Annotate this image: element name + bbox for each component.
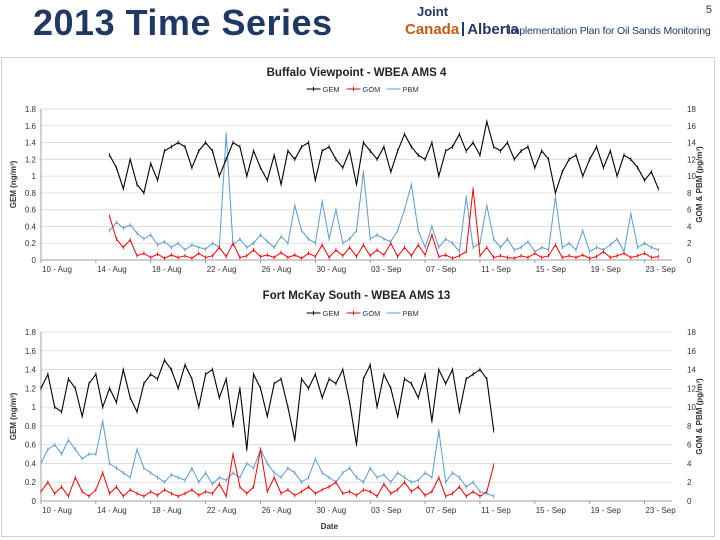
y2-tick-label: 18	[687, 328, 696, 337]
y2-tick-label: 18	[687, 105, 696, 114]
chart-1: Buffalo Viewpoint - WBEA AMS 4 GEM GOM PBM 0…	[9, 67, 704, 274]
x-tick-label: 15 - Sep	[536, 265, 567, 274]
y2-tick-label: 4	[687, 222, 692, 231]
y2-axis-label: GOM & PBM (pg/m³)	[695, 146, 704, 223]
legend-label-gom: GOM	[363, 85, 381, 94]
y2-tick-label: 12	[687, 155, 696, 164]
y2-tick-label: 6	[687, 206, 692, 215]
legend-label-gem: GEM	[323, 85, 340, 94]
x-axis-label: Date	[321, 522, 339, 531]
y2-axis-label: GOM & PBM (pg/m³)	[695, 378, 704, 455]
x-tick-label: 10 - Aug	[42, 506, 72, 515]
y2-tick-label: 10	[687, 172, 696, 181]
x-tick-label: 18 - Aug	[152, 265, 182, 274]
x-tick-label: 14 - Aug	[97, 506, 127, 515]
x-tick-label: 14 - Aug	[97, 265, 127, 274]
logo-alberta-text: Alberta	[467, 21, 519, 38]
y2-tick-label: 0	[687, 497, 692, 506]
x-tick-label: 07 - Sep	[426, 506, 457, 515]
logo-canada-alberta: Canada Alberta	[405, 21, 519, 38]
y-tick-label: 0	[32, 497, 37, 506]
joint-plan-logo: Joint Canada Alberta Implementation Plan …	[405, 4, 711, 44]
y2-tick-label: 12	[687, 384, 696, 393]
legend-label-gom: GOM	[363, 309, 381, 318]
y-tick-label: 0.6	[25, 441, 37, 450]
chart-title: Fort McKay South - WBEA AMS 13	[263, 290, 451, 302]
y-tick-label: 1.4	[25, 139, 37, 148]
legend-label-gem: GEM	[323, 309, 340, 318]
logo-divider	[462, 22, 465, 36]
y-tick-label: 0.6	[25, 206, 37, 215]
y-tick-label: 0.8	[25, 189, 37, 198]
logo-plan-text: Implementation Plan for Oil Sands Monito…	[508, 25, 711, 37]
x-tick-label: 11 - Sep	[481, 506, 511, 515]
y-tick-label: 0.2	[25, 239, 37, 248]
y2-tick-label: 4	[687, 459, 692, 468]
y-tick-label: 0.2	[25, 478, 37, 487]
y-tick-label: 0.4	[25, 222, 37, 231]
x-tick-label: 10 - Aug	[42, 265, 72, 274]
x-tick-label: 22 - Aug	[207, 506, 237, 515]
x-tick-label: 26 - Aug	[262, 506, 292, 515]
y-tick-label: 1.2	[25, 155, 37, 164]
y-axis-label: GEM (ng/m³)	[9, 392, 18, 440]
y2-tick-label: 14	[687, 366, 696, 375]
y-tick-label: 1.6	[25, 347, 37, 356]
series-line-gem	[40, 359, 495, 450]
legend-label-pbm: PBM	[403, 309, 419, 318]
logo-canada-text: Canada	[405, 21, 460, 38]
x-tick-label: 26 - Aug	[262, 265, 292, 274]
chart-legend: GEM GOM PBM	[306, 309, 419, 318]
y2-tick-label: 0	[687, 256, 692, 265]
x-tick-label: 30 - Aug	[316, 265, 346, 274]
x-tick-label: 11 - Sep	[481, 265, 511, 274]
y2-tick-label: 8	[687, 189, 692, 198]
y-tick-label: 1.2	[25, 384, 37, 393]
logo-joint-text: Joint	[417, 4, 449, 19]
series-line-gom	[109, 188, 659, 259]
y-tick-label: 1.8	[25, 105, 37, 114]
y2-tick-label: 2	[687, 478, 692, 487]
chart-legend: GEM GOM PBM	[306, 85, 419, 94]
x-tick-label: 03 - Sep	[371, 265, 402, 274]
y2-tick-label: 8	[687, 422, 692, 431]
x-tick-label: 15 - Sep	[536, 506, 567, 515]
y2-tick-label: 2	[687, 239, 692, 248]
y2-tick-label: 16	[687, 122, 696, 131]
chart-2: Fort McKay South - WBEA AMS 13 GEM GOM PBM 0…	[9, 290, 704, 531]
y-tick-label: 1	[32, 172, 37, 181]
y2-tick-label: 10	[687, 403, 696, 412]
y-axis-label: GEM (ng/m³)	[9, 160, 18, 208]
y2-tick-label: 14	[687, 139, 696, 148]
x-tick-label: 07 - Sep	[426, 265, 457, 274]
legend-label-pbm: PBM	[403, 85, 419, 94]
y-tick-label: 1.8	[25, 328, 37, 337]
x-tick-label: 18 - Aug	[152, 506, 182, 515]
x-tick-label: 22 - Aug	[207, 265, 237, 274]
x-tick-label: 23 - Sep	[645, 265, 676, 274]
series-line-gem	[109, 121, 659, 194]
y-tick-label: 0.8	[25, 422, 37, 431]
page-number: 5	[705, 4, 712, 16]
slide-title: 2013 Time Series	[33, 2, 333, 43]
x-tick-label: 19 - Sep	[591, 506, 622, 515]
y-tick-label: 1.4	[25, 366, 37, 375]
x-tick-label: 30 - Aug	[316, 506, 346, 515]
charts-canvas: Buffalo Viewpoint - WBEA AMS 4 GEM GOM PBM 0…	[9, 67, 704, 531]
chart-title: Buffalo Viewpoint - WBEA AMS 4	[267, 67, 447, 79]
x-tick-label: 23 - Sep	[645, 506, 676, 515]
chart-frame: Buffalo Viewpoint - WBEA AMS 4 GEM GOM PBM 0…	[1, 57, 715, 537]
y-tick-label: 1	[32, 403, 37, 412]
y2-tick-label: 6	[687, 441, 692, 450]
series-line-pbm	[40, 420, 494, 497]
y-tick-label: 1.6	[25, 122, 37, 131]
y-tick-label: 0	[32, 256, 37, 265]
y2-tick-label: 16	[687, 347, 696, 356]
x-tick-label: 03 - Sep	[371, 506, 402, 515]
x-tick-label: 19 - Sep	[591, 265, 622, 274]
y-tick-label: 0.4	[25, 459, 37, 468]
